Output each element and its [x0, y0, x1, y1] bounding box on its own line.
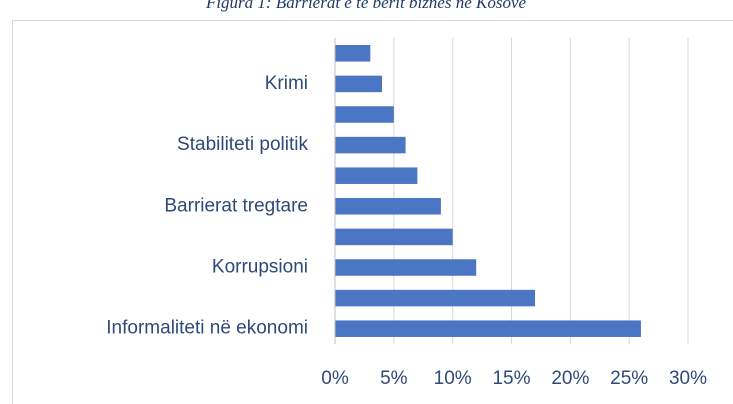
bar [335, 198, 441, 215]
y-tick-label: Barrierat tregtare [164, 195, 308, 216]
chart-border [12, 20, 733, 404]
x-tick-label: 10% [434, 368, 472, 389]
bar [335, 228, 453, 246]
x-tick-label: 25% [610, 368, 648, 389]
x-tick-label: 15% [492, 368, 530, 389]
bar [335, 167, 418, 184]
x-tick-label: 30% [669, 368, 707, 389]
bar [335, 106, 394, 123]
y-tick-label: Informaliteti në ekonomi [106, 318, 308, 339]
x-tick-label: 20% [551, 368, 589, 389]
bar [335, 136, 406, 154]
y-tick-label: Korrupsioni [212, 257, 308, 278]
x-tick-label: 0% [321, 368, 349, 389]
bar [335, 320, 641, 337]
bar [335, 259, 477, 276]
bar [335, 75, 383, 93]
bar [335, 289, 536, 307]
chart-title: Figura 1: Barrierat e të bërit biznes në… [205, 0, 527, 12]
y-tick-label: Krimi [265, 73, 308, 94]
bar [335, 45, 371, 62]
y-tick-label: Stabiliteti politik [177, 134, 308, 155]
x-tick-label: 5% [380, 368, 408, 389]
